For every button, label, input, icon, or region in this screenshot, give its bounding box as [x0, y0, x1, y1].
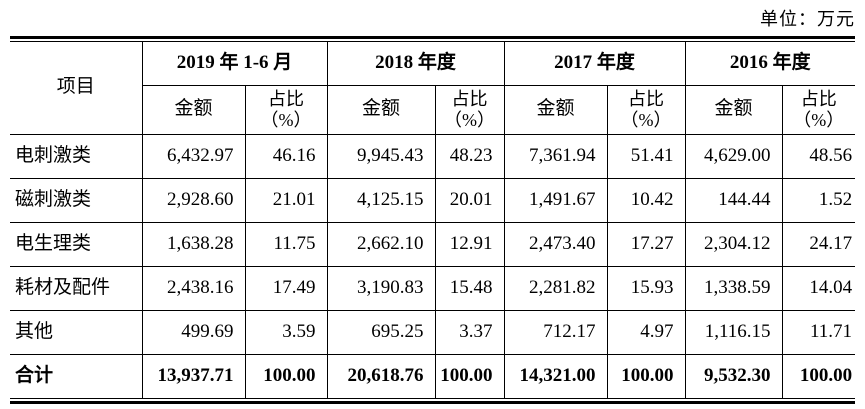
cell-amount-2016: 2,304.12 — [684, 221, 783, 267]
table-body: 电刺激类 6,432.97 46.16 9,945.43 48.23 7,361… — [10, 133, 856, 398]
cell-ratio-2017: 17.27 — [606, 221, 686, 267]
cell-ratio-2019: 21.01 — [244, 177, 328, 223]
row-electrophysiology: 电生理类 1,638.28 11.75 2,662.10 12.91 2,473… — [10, 221, 856, 267]
cell-amount-2017: 7,361.94 — [503, 133, 608, 179]
row-consumables-accessories: 耗材及配件 2,438.16 17.49 3,190.83 15.48 2,28… — [10, 265, 856, 311]
table-bottom-double-rule — [10, 398, 855, 404]
row-other: 其他 499.69 3.59 695.25 3.37 712.17 4.97 1… — [10, 309, 856, 355]
row-total: 合计 13,937.71 100.00 20,618.76 100.00 14,… — [10, 353, 856, 398]
header-ratio-2018: 占比 （%） — [434, 84, 505, 135]
cell-amount-2016: 1,116.15 — [684, 309, 783, 355]
row-label: 磁刺激类 — [10, 177, 143, 223]
revenue-by-category-table: 项目 2019 年 1-6 月 2018 年度 2017 年度 2016 年度 … — [10, 42, 856, 398]
header-period-2019-h1: 2019 年 1-6 月 — [141, 42, 328, 86]
table-top-double-rule — [10, 36, 855, 42]
cell-amount-2019: 13,937.71 — [141, 353, 246, 398]
cell-amount-2019: 6,432.97 — [141, 133, 246, 179]
row-label: 电生理类 — [10, 221, 143, 267]
cell-ratio-2019: 11.75 — [244, 221, 328, 267]
cell-ratio-2016: 100.00 — [781, 353, 856, 398]
cell-ratio-2019: 17.49 — [244, 265, 328, 311]
cell-amount-2019: 499.69 — [141, 309, 246, 355]
cell-ratio-2017: 10.42 — [606, 177, 686, 223]
cell-ratio-2017: 15.93 — [606, 265, 686, 311]
header-amount-2017: 金额 — [503, 84, 608, 135]
cell-amount-2017: 14,321.00 — [503, 353, 608, 398]
cell-ratio-2019: 3.59 — [244, 309, 328, 355]
header-period-2016: 2016 年度 — [684, 42, 856, 86]
cell-amount-2016: 9,532.30 — [684, 353, 783, 398]
cell-amount-2017: 712.17 — [503, 309, 608, 355]
cell-ratio-2019: 46.16 — [244, 133, 328, 179]
cell-amount-2018: 3,190.83 — [326, 265, 436, 311]
cell-amount-2016: 4,629.00 — [684, 133, 783, 179]
header-ratio-2017: 占比 （%） — [606, 84, 686, 135]
header-amount-2019: 金额 — [142, 84, 246, 135]
cell-amount-2017: 1,491.67 — [503, 177, 608, 223]
row-electrical-stimulation: 电刺激类 6,432.97 46.16 9,945.43 48.23 7,361… — [10, 133, 856, 179]
cell-amount-2019: 2,438.16 — [141, 265, 246, 311]
row-magnetic-stimulation: 磁刺激类 2,928.60 21.01 4,125.15 20.01 1,491… — [10, 177, 856, 223]
row-label: 电刺激类 — [10, 133, 143, 179]
cell-ratio-2018: 100.00 — [434, 353, 505, 398]
cell-amount-2018: 9,945.43 — [326, 133, 436, 179]
cell-amount-2017: 2,281.82 — [503, 265, 608, 311]
header-ratio-2016: 占比 （%） — [781, 84, 856, 135]
header-period-2017: 2017 年度 — [503, 42, 686, 86]
header-amount-2016: 金额 — [684, 84, 783, 135]
cell-amount-2018: 4,125.15 — [326, 177, 436, 223]
cell-amount-2019: 2,928.60 — [141, 177, 246, 223]
cell-ratio-2016: 11.71 — [781, 309, 856, 355]
unit-label: 单位：万元 — [760, 9, 855, 29]
header-amount-2018: 金额 — [326, 84, 436, 135]
cell-amount-2018: 20,618.76 — [326, 353, 436, 398]
cell-ratio-2016: 24.17 — [781, 221, 856, 267]
revenue-table-wrapper: 项目 2019 年 1-6 月 2018 年度 2017 年度 2016 年度 … — [10, 36, 856, 404]
cell-ratio-2017: 51.41 — [606, 133, 686, 179]
cell-ratio-2017: 100.00 — [606, 353, 686, 398]
cell-amount-2016: 1,338.59 — [684, 265, 783, 311]
cell-ratio-2018: 15.48 — [434, 265, 505, 311]
cell-amount-2018: 695.25 — [326, 309, 436, 355]
cell-ratio-2017: 4.97 — [606, 309, 686, 355]
cell-ratio-2018: 12.91 — [434, 221, 505, 267]
cell-ratio-2016: 1.52 — [781, 177, 856, 223]
header-row-periods: 项目 2019 年 1-6 月 2018 年度 2017 年度 2016 年度 — [10, 42, 856, 135]
header-item: 项目 — [10, 42, 143, 135]
cell-ratio-2018: 20.01 — [434, 177, 505, 223]
header-period-2018: 2018 年度 — [326, 42, 505, 86]
cell-ratio-2016: 14.04 — [781, 265, 856, 311]
row-label: 合计 — [10, 353, 143, 398]
cell-ratio-2016: 48.56 — [781, 133, 856, 179]
table-header: 项目 2019 年 1-6 月 2018 年度 2017 年度 2016 年度 … — [10, 42, 856, 135]
cell-amount-2016: 144.44 — [684, 177, 783, 223]
cell-amount-2017: 2,473.40 — [503, 221, 608, 267]
cell-ratio-2018: 48.23 — [434, 133, 505, 179]
cell-ratio-2018: 3.37 — [434, 309, 505, 355]
cell-ratio-2019: 100.00 — [244, 353, 328, 398]
row-label: 其他 — [10, 309, 143, 355]
row-label: 耗材及配件 — [10, 265, 143, 311]
header-row-measures: 金额 占比 （%） 金额 占比 （%） 金额 占比 （%） 金额 占比 （%） — [10, 84, 856, 135]
cell-amount-2019: 1,638.28 — [141, 221, 246, 267]
header-ratio-2019: 占比 （%） — [244, 84, 328, 135]
cell-amount-2018: 2,662.10 — [326, 221, 436, 267]
